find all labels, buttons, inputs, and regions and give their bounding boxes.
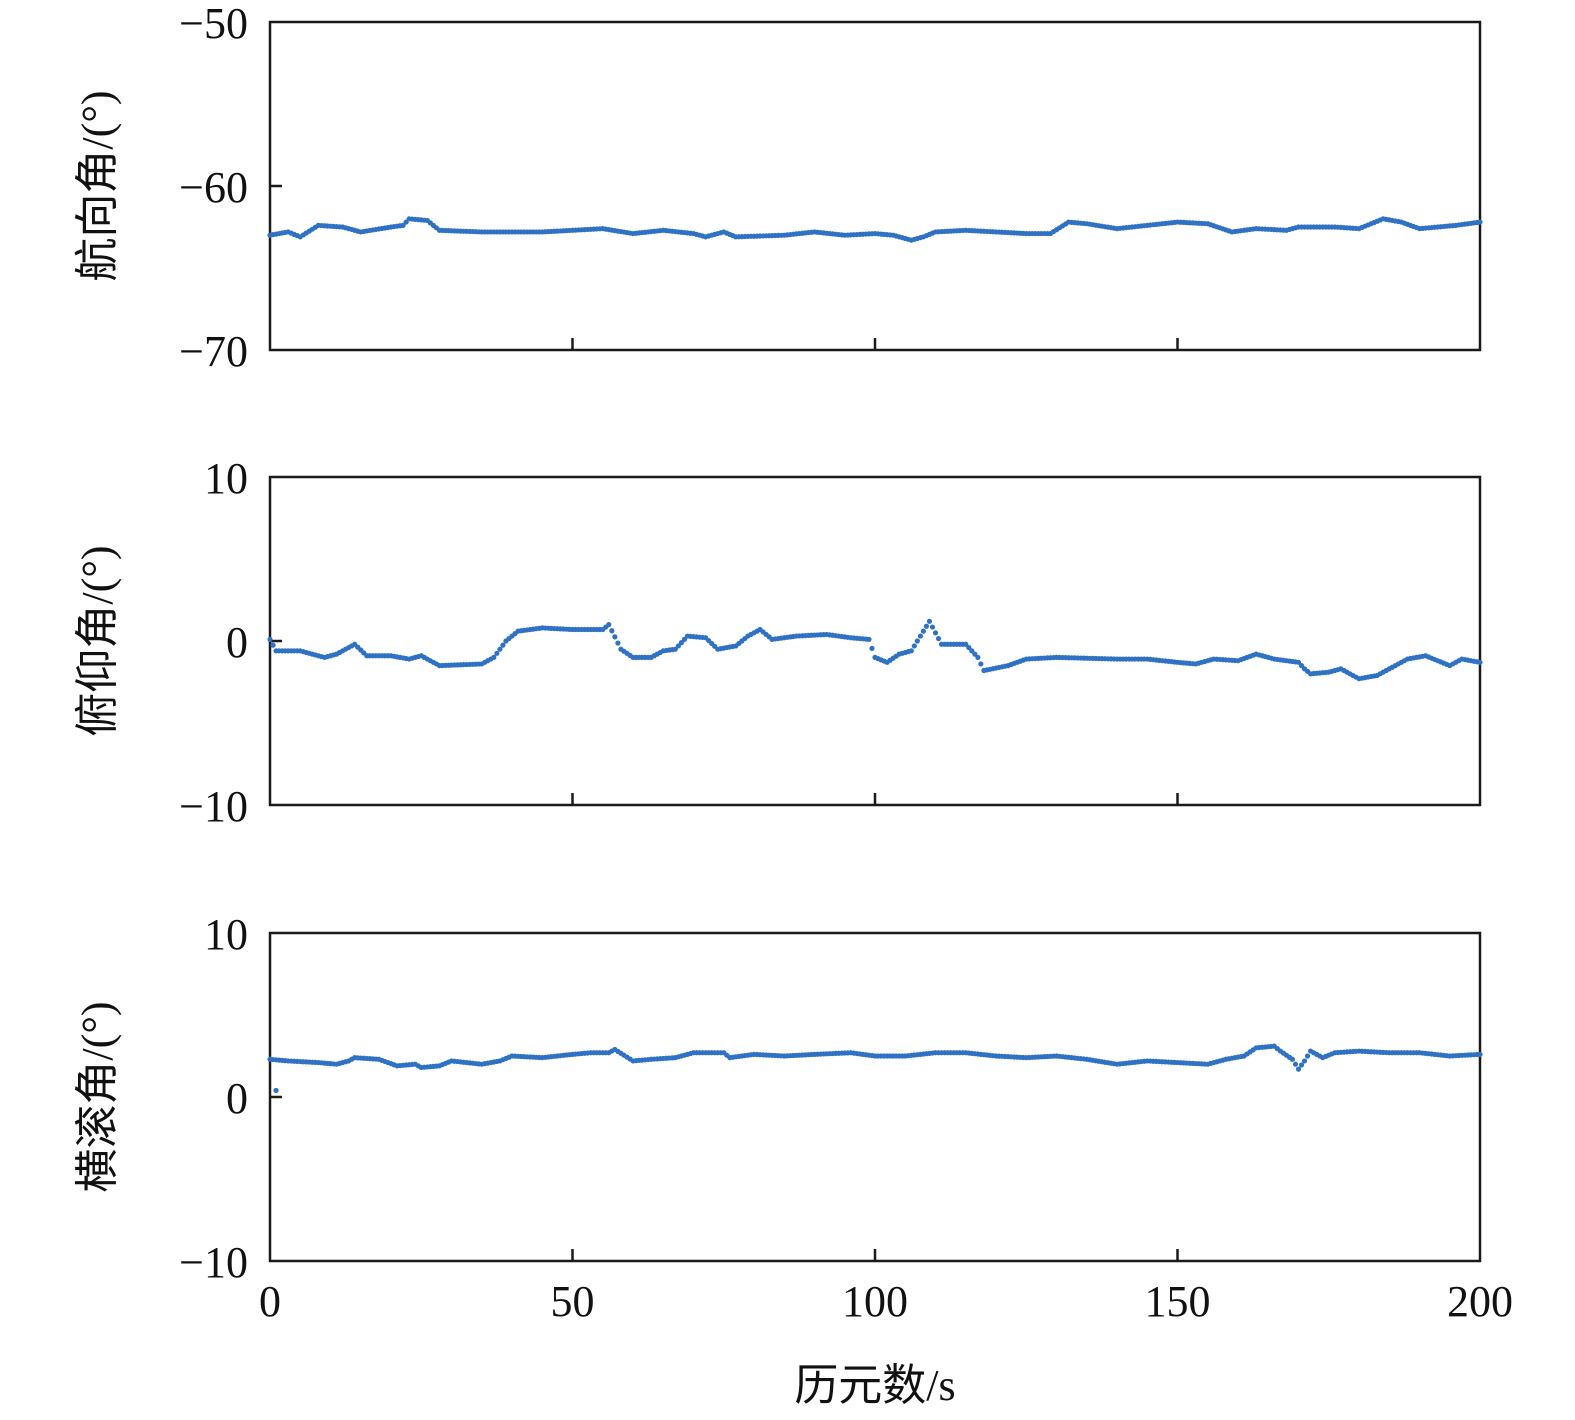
data-point (935, 635, 942, 642)
data-point (615, 640, 621, 646)
x-axis-label: 历元数/s (794, 1361, 955, 1410)
plot-frame (268, 931, 1482, 1263)
y-axis-label: 航向角/(°) (73, 90, 122, 281)
data-point (497, 646, 503, 652)
data-point (267, 636, 273, 642)
data-point (1298, 1062, 1305, 1068)
data-point (1298, 663, 1305, 669)
data-point (911, 643, 917, 649)
data-point (969, 648, 975, 654)
data-point (869, 645, 875, 651)
series-points (267, 1043, 1483, 1094)
data-point (963, 641, 969, 647)
y-axis-label: 俯仰角/(°) (73, 545, 122, 736)
tick-marks (270, 639, 1179, 805)
x-tick-label: 150 (1145, 1277, 1211, 1326)
data-point (978, 661, 984, 667)
data-point (606, 622, 612, 628)
data-point (914, 638, 920, 644)
panel-pitch: −10 0 10 俯仰角/(°) (73, 454, 1483, 831)
data-point (1477, 219, 1483, 225)
panel-heading: −70 −60 −50 航向角/(°) (73, 0, 1483, 376)
data-point (932, 630, 939, 636)
x-tick-label: 200 (1447, 1277, 1513, 1326)
data-point (923, 623, 930, 629)
data-point (1301, 1058, 1308, 1064)
y-axis-label: 横滚角/(°) (73, 1001, 122, 1192)
data-point (675, 643, 681, 649)
data-point (273, 1087, 279, 1094)
data-point (500, 642, 506, 648)
y-tick-label: 0 (226, 1074, 248, 1123)
data-point (1292, 1061, 1299, 1067)
data-point (491, 654, 497, 661)
tick-marks (270, 184, 1179, 350)
data-point (972, 651, 978, 657)
data-point (1289, 1056, 1296, 1062)
data-point (920, 628, 927, 634)
data-point (403, 219, 409, 225)
y-tick-label: 10 (204, 910, 248, 959)
y-tick-label: 0 (226, 618, 248, 667)
data-point (494, 650, 500, 656)
data-point (1477, 659, 1483, 665)
x-tick-label: 50 (551, 1277, 595, 1326)
y-tick-label: −70 (179, 327, 248, 376)
tick-marks (270, 1095, 1179, 1261)
data-point (866, 636, 872, 642)
data-point (1295, 659, 1302, 665)
x-tick-label: 100 (842, 1277, 908, 1326)
data-point (609, 628, 615, 634)
panel-roll: −10 0 10 横滚角/(°) 0 50 100 150 200 (73, 910, 1513, 1326)
data-point (678, 640, 685, 646)
data-point (908, 648, 914, 654)
x-tick-label: 0 (259, 1277, 281, 1326)
data-point (672, 646, 678, 652)
data-point (612, 634, 618, 640)
y-tick-label: −60 (179, 163, 248, 212)
data-point (1304, 1053, 1311, 1059)
data-point (400, 222, 406, 228)
y-tick-label: 10 (204, 454, 248, 503)
y-tick-label: −50 (179, 0, 248, 48)
data-point (917, 633, 923, 639)
data-point (926, 618, 933, 624)
data-point (1477, 1051, 1483, 1057)
data-point (966, 644, 972, 651)
data-point (929, 624, 936, 630)
y-tick-label: −10 (179, 1238, 248, 1287)
series-points (267, 618, 1483, 682)
plot-frame (268, 20, 1482, 352)
data-point (975, 654, 981, 661)
series-points (267, 216, 1483, 243)
y-tick-label: −10 (179, 782, 248, 831)
data-point (1295, 1066, 1302, 1072)
data-point (681, 636, 688, 642)
plot-frame (268, 475, 1482, 807)
data-point (270, 642, 276, 648)
